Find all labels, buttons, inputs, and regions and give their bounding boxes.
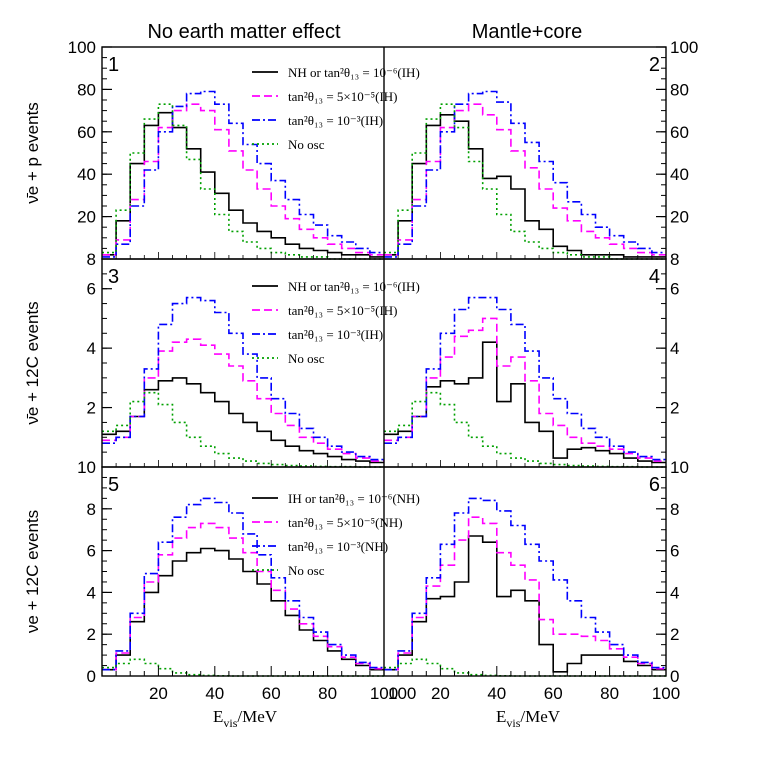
panel-number-4: 4 [649, 266, 660, 288]
row-1-frame: 20 20 40 40 60 60 80 80 100 100 8 8 ν̄e + p events [23, 38, 698, 269]
ytick-label-left: 2 [87, 399, 96, 418]
ytick-label-left: 4 [87, 339, 96, 358]
panel-2-series-2-histogram [384, 103, 666, 256]
ytick-label-left: 40 [77, 165, 96, 184]
panel-1-series-1-histogram [102, 111, 384, 258]
ytick-label-left: 20 [77, 208, 96, 227]
left-column-title: No earth matter effect [147, 21, 341, 43]
ytick-label-left: 60 [77, 123, 96, 142]
legend-label-3: tan²θ₁₃ = 10⁻³(IH) [288, 327, 383, 342]
xtick-label: 100 [388, 684, 416, 703]
panel-3-series-1-histogram [102, 377, 384, 464]
legend-label-2: tan²θ₁₃ = 5×10⁻⁵(IH) [288, 303, 398, 318]
legend-label-4: No osc [288, 137, 325, 152]
panel-2: 2 [384, 54, 666, 260]
ytick-label-bottom-right: 8 [670, 250, 679, 269]
ylabel-row-1: ν̄e + p events [23, 102, 42, 204]
panel-number-5: 5 [108, 474, 119, 496]
panel-5-series-2-histogram [102, 522, 384, 671]
panel-1: 1 NH or tan²θ₁₃ = 10⁻⁶(IH) tan²θ₁₃ = 5×10⁻… [102, 54, 420, 260]
panel-2-series-3-histogram [384, 90, 666, 258]
panel-number-6: 6 [649, 474, 660, 496]
legend-label-3: tan²θ₁₃ = 10⁻³(IH) [288, 113, 383, 128]
ytick-label-right: 2 [670, 625, 679, 644]
xtick-label: 20 [149, 684, 168, 703]
panel-number-1: 1 [108, 54, 119, 76]
panel-2-series-4-histogram [384, 103, 666, 260]
ytick-label-left: 8 [87, 500, 96, 519]
ytick-label-right: 60 [670, 123, 689, 142]
legend-label-4: No osc [288, 563, 325, 578]
xtick-label: 60 [544, 684, 563, 703]
ytick-label-bottom-left: 10 [77, 458, 96, 477]
ytick-label-left: 80 [77, 80, 96, 99]
ytick-label-right: 6 [670, 280, 679, 299]
panel-4: 4 [384, 266, 666, 468]
panel-5: 5 IH or tan²θ₁₃ = 10⁻⁶(NH) tan²θ₁₃ = 5×10⁻… [102, 474, 420, 677]
panel-3: 3 NH or tan²θ₁₃ = 10⁻⁶(IH) tan²θ₁₃ = 5×10⁻… [102, 266, 420, 468]
right-column-title: Mantle+core [472, 21, 583, 43]
xtick-label: 60 [262, 684, 281, 703]
x-ticks [115, 252, 653, 676]
panel-number-3: 3 [108, 266, 119, 288]
xtick-label: 100 [652, 684, 680, 703]
legend-label-1: NH or tan²θ₁₃ = 10⁻⁶(IH) [288, 65, 420, 80]
panel-6-series-1-histogram [384, 535, 666, 673]
panel-6: 6 [384, 474, 666, 677]
ytick-label-right: 4 [670, 339, 679, 358]
legend-label-3: tan²θ₁₃ = 10⁻³(NH) [288, 539, 388, 554]
ytick-label-right: 100 [670, 38, 698, 57]
ylabel-row-2: ν̄e + 12C events [23, 301, 42, 424]
legend-label-2: tan²θ₁₃ = 5×10⁻⁵(NH) [288, 515, 403, 530]
ytick-label-left: 2 [87, 625, 96, 644]
ytick-label-left: 6 [87, 542, 96, 561]
panel-number-2: 2 [649, 54, 660, 76]
xlabel-right: Evis/MeV [496, 707, 561, 730]
ytick-label-right: 8 [670, 500, 679, 519]
xtick-label: 40 [205, 684, 224, 703]
panels: 1 NH or tan²θ₁₃ = 10⁻⁶(IH) tan²θ₁₃ = 5×10⁻… [23, 38, 698, 686]
ytick-label-left: 4 [87, 583, 96, 602]
ytick-label-right: 6 [670, 542, 679, 561]
ytick-label-left: 6 [87, 280, 96, 299]
panel-6-series-3-histogram [384, 497, 666, 671]
ytick-label-bottom-left: 0 [87, 667, 96, 686]
ytick-label-bottom-left: 8 [87, 250, 96, 269]
panel-4-series-3-histogram [384, 296, 666, 461]
row-3-frame: 2 24 46 68 80 0νe + 12C events [23, 466, 679, 686]
xtick-label: 100 [370, 684, 398, 703]
ytick-label-right: 40 [670, 165, 689, 184]
panel-3-series-3-histogram [102, 296, 384, 461]
xtick-label: 80 [600, 684, 619, 703]
legend-label-1: NH or tan²θ₁₃ = 10⁻⁶(IH) [288, 279, 420, 294]
panel-2-series-1-histogram [384, 114, 666, 258]
ytick-label-left: 100 [68, 38, 96, 57]
panel-3-series-2-histogram [102, 338, 384, 462]
legend-label-2: tan²θ₁₃ = 5×10⁻⁵(IH) [288, 89, 398, 104]
panel-6-series-2-histogram [384, 516, 666, 671]
panel-4-series-1-histogram [384, 341, 666, 464]
ytick-label-right: 80 [670, 80, 689, 99]
ytick-label-right: 20 [670, 208, 689, 227]
legend-label-4: No osc [288, 351, 325, 366]
xtick-label: 40 [487, 684, 506, 703]
ylabel-row-3: νe + 12C events [23, 510, 42, 633]
panel-5-series-1-histogram [102, 547, 384, 671]
panel-1-series-2-histogram [102, 103, 384, 256]
panel-5-series-3-histogram [102, 497, 384, 671]
ytick-label-right: 4 [670, 583, 679, 602]
panel-1-series-4-histogram [102, 103, 384, 260]
ytick-label-bottom-right: 10 [670, 458, 689, 477]
xtick-label: 80 [318, 684, 337, 703]
xtick-label: 20 [431, 684, 450, 703]
legend-label-1: IH or tan²θ₁₃ = 10⁻⁶(NH) [288, 491, 420, 506]
panel-1-series-3-histogram [102, 90, 384, 258]
ytick-label-bottom-right: 0 [670, 667, 679, 686]
ytick-label-right: 2 [670, 399, 679, 418]
xlabel-left: Evis/MeV [213, 707, 278, 730]
panel-4-series-2-histogram [384, 317, 666, 462]
